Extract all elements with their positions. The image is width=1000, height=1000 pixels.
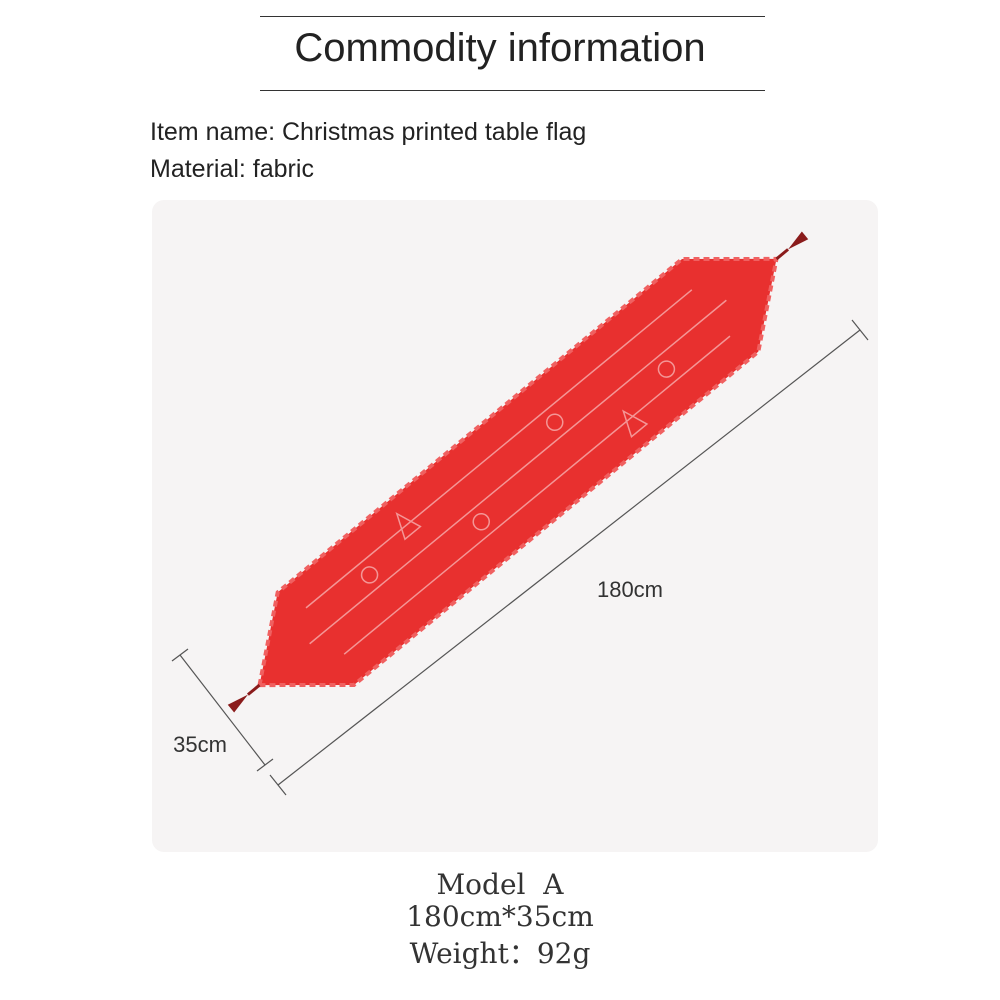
top-rule [260,16,765,17]
title: Commodity information [294,26,706,70]
dimension-tick [269,774,287,796]
item-name: Item name: Christmas printed table flag [150,118,587,146]
tassel-cord [246,683,261,696]
width-dimension [171,648,274,772]
tassel [788,231,809,250]
dimension-line [179,654,266,766]
model-size: 180cm*35cm [406,900,594,933]
runner-pattern [305,289,731,655]
width-label: 35cm [173,732,227,757]
dimension-tick [851,319,869,341]
tassel [227,694,248,713]
material: Material: fabric [150,155,314,183]
length-label: 180cm [597,577,663,602]
model-name: Model A [436,868,564,901]
model-weight: Weight：92g [409,937,591,970]
length-dimension [269,319,869,796]
dimension-tick [171,648,189,662]
bottom-rule [260,90,765,91]
table-runner [227,231,809,713]
dimension-tick [256,758,274,772]
tassel-cord [775,248,790,261]
dimension-line [277,329,861,786]
